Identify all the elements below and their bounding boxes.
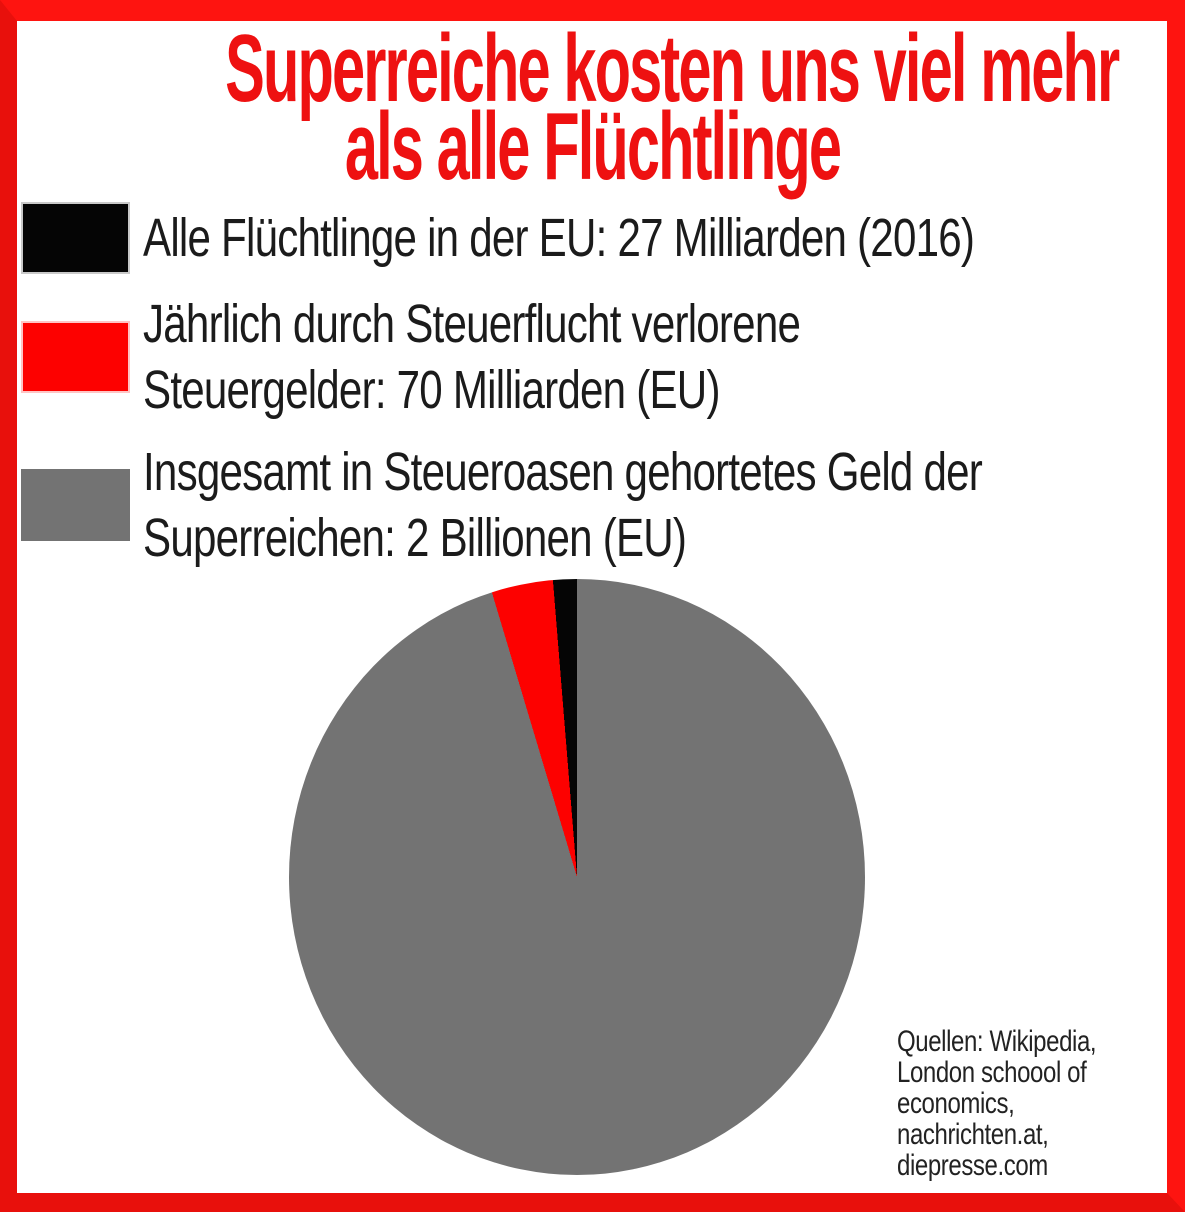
legend-swatch (23, 471, 128, 539)
source-line: Quellen: Wikipedia, (897, 1025, 1097, 1058)
legend-label-line: Insgesamt in Steueroasen gehortetes Geld… (143, 442, 983, 502)
chart-title-line2: als alle Flüchtlinge (344, 93, 842, 200)
legend-item-tax-havens: Insgesamt in Steueroasen gehortetes Geld… (23, 439, 1185, 571)
legend-label: Jährlich durch Steuerflucht verlorene St… (143, 291, 801, 423)
source-line: diepresse.com (897, 1149, 1048, 1182)
legend-label-line: Jährlich durch Steuerflucht verlorene (143, 294, 801, 354)
legend-label-line: Steuergelder: 70 Milliarden (EU) (143, 360, 720, 420)
legend-swatch (23, 204, 128, 272)
legend-label: Alle Flüchtlinge in der EU: 27 Milliarde… (143, 205, 975, 271)
legend-item-refugees: Alle Flüchtlinge in der EU: 27 Milliarde… (23, 204, 1185, 272)
pie-chart (289, 579, 865, 1175)
chart-title: Superreiche kosten uns viel mehr als all… (225, 15, 1120, 200)
legend-swatch (23, 323, 128, 391)
legend-item-tax-evasion: Jährlich durch Steuerflucht verlorene St… (23, 291, 985, 423)
source-line: economics, (897, 1087, 1015, 1120)
legend-label-line: Superreichen: 2 Billionen (EU) (143, 508, 687, 568)
chart-title-line1: Superreiche kosten uns viel mehr (225, 15, 1120, 122)
source-line: nachrichten.at, (897, 1118, 1049, 1151)
source-line: London schoool of (897, 1056, 1087, 1089)
source-attribution: Quellen: Wikipedia, London schoool of ec… (897, 1025, 1097, 1182)
legend-label-line: Alle Flüchtlinge in der EU: 27 Milliarde… (143, 208, 975, 268)
legend-label: Insgesamt in Steueroasen gehortetes Geld… (143, 439, 983, 571)
